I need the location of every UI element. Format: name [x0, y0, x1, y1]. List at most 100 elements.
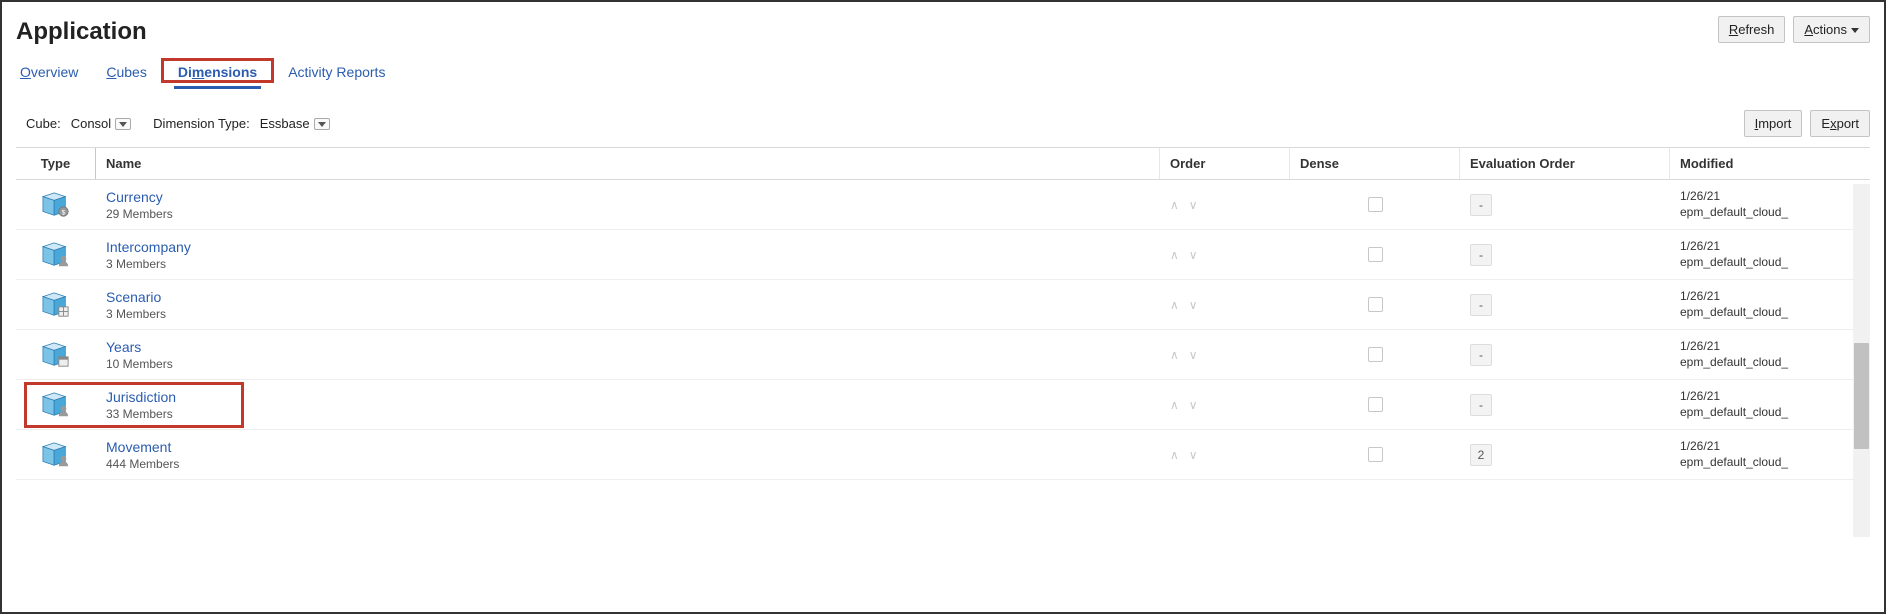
cell-dense — [1290, 341, 1460, 368]
eval-order-value[interactable]: 2 — [1470, 444, 1492, 466]
table-row: $Currency29 Members∧∨-1/26/21epm_default… — [16, 180, 1870, 230]
move-down-icon[interactable]: ∨ — [1189, 298, 1198, 312]
eval-order-value[interactable]: - — [1470, 394, 1492, 416]
filters: Cube: Consol Dimension Type: Essbase — [26, 114, 334, 133]
tabs-bar: Overview Cubes Dimensions Activity Reports — [2, 58, 1884, 96]
sub-toolbar: Cube: Consol Dimension Type: Essbase Imp… — [2, 96, 1884, 147]
page-title: Application — [16, 18, 147, 46]
cell-type — [16, 435, 96, 475]
dimtype-value: Essbase — [260, 116, 310, 131]
eval-order-value[interactable]: - — [1470, 194, 1492, 216]
import-export-actions: Import Export — [1744, 110, 1870, 137]
cube-dropdown[interactable]: Consol — [67, 114, 135, 133]
export-button[interactable]: Export — [1810, 110, 1870, 137]
eval-order-value[interactable]: - — [1470, 344, 1492, 366]
modified-by: epm_default_cloud_ — [1680, 405, 1860, 421]
import-button[interactable]: Import — [1744, 110, 1803, 137]
tab-dimensions: Dimensions — [161, 58, 274, 83]
cell-eval: - — [1460, 238, 1670, 272]
modified-date: 1/26/21 — [1680, 339, 1860, 355]
dimensions-table: Type Name Order Dense Evaluation Order M… — [16, 147, 1870, 537]
members-count: 3 Members — [106, 307, 1150, 321]
application-frame: Application Refresh Actions Overview Cube… — [0, 0, 1886, 614]
dimtype-label: Dimension Type: — [153, 116, 250, 131]
move-up-icon[interactable]: ∧ — [1170, 448, 1179, 462]
table-header-row: Type Name Order Dense Evaluation Order M… — [16, 148, 1870, 180]
tab-overview[interactable]: Overview — [16, 58, 82, 86]
tab-cubes[interactable]: Cubes — [102, 58, 150, 86]
cube-icon — [41, 241, 71, 269]
modified-by: epm_default_cloud_ — [1680, 455, 1860, 471]
scrollbar-track[interactable] — [1853, 184, 1870, 537]
move-down-icon[interactable]: ∨ — [1189, 348, 1198, 362]
cell-modified: 1/26/21epm_default_cloud_ — [1670, 283, 1870, 326]
move-down-icon[interactable]: ∨ — [1189, 198, 1198, 212]
cell-name: Currency29 Members — [96, 183, 1160, 227]
dimension-link[interactable]: Jurisdiction — [106, 389, 1150, 405]
table-body[interactable]: $Currency29 Members∧∨-1/26/21epm_default… — [16, 180, 1870, 535]
modified-date: 1/26/21 — [1680, 239, 1860, 255]
table-row: Years10 Members∧∨-1/26/21epm_default_clo… — [16, 330, 1870, 380]
cube-icon: $ — [41, 191, 71, 219]
cell-modified: 1/26/21epm_default_cloud_ — [1670, 233, 1870, 276]
dimension-link[interactable]: Movement — [106, 439, 1150, 455]
tab-activity-reports[interactable]: Activity Reports — [284, 58, 389, 86]
dense-checkbox[interactable] — [1368, 297, 1383, 312]
tab-dimensions-inner[interactable]: Dimensions — [174, 58, 261, 89]
dense-checkbox[interactable] — [1368, 197, 1383, 212]
cell-order: ∧∨ — [1160, 292, 1290, 318]
cell-dense — [1290, 291, 1460, 318]
dense-checkbox[interactable] — [1368, 447, 1383, 462]
refresh-button[interactable]: Refresh — [1718, 16, 1786, 43]
modified-by: epm_default_cloud_ — [1680, 255, 1860, 271]
modified-date: 1/26/21 — [1680, 439, 1860, 455]
move-up-icon[interactable]: ∧ — [1170, 248, 1179, 262]
cell-dense — [1290, 441, 1460, 468]
cell-name: Years 10 Members — [96, 333, 1160, 377]
move-down-icon[interactable]: ∨ — [1189, 248, 1198, 262]
cell-eval: - — [1460, 288, 1670, 322]
members-count: 3 Members — [106, 257, 1150, 271]
cell-dense — [1290, 391, 1460, 418]
dimension-link[interactable]: Intercompany — [106, 239, 1150, 255]
move-up-icon[interactable]: ∧ — [1170, 298, 1179, 312]
dense-checkbox[interactable] — [1368, 397, 1383, 412]
dimension-link[interactable]: Years — [106, 339, 1150, 355]
col-name: Name — [96, 148, 1160, 179]
cell-order: ∧∨ — [1160, 392, 1290, 418]
modified-date: 1/26/21 — [1680, 189, 1860, 205]
col-eval: Evaluation Order — [1460, 148, 1670, 179]
move-up-icon[interactable]: ∧ — [1170, 348, 1179, 362]
cell-order: ∧∨ — [1160, 342, 1290, 368]
cell-eval: - — [1460, 338, 1670, 372]
move-up-icon[interactable]: ∧ — [1170, 198, 1179, 212]
cell-eval: - — [1460, 388, 1670, 422]
cell-type — [16, 285, 96, 325]
move-down-icon[interactable]: ∨ — [1189, 398, 1198, 412]
eval-order-value[interactable]: - — [1470, 244, 1492, 266]
col-type: Type — [16, 148, 96, 179]
cell-name: Movement444 Members — [96, 433, 1160, 477]
cube-label: Cube: — [26, 116, 61, 131]
modified-by: epm_default_cloud_ — [1680, 305, 1860, 321]
members-count: 10 Members — [106, 357, 1150, 371]
cell-eval: 2 — [1460, 438, 1670, 472]
cube-icon — [41, 391, 71, 419]
toolbar-right: Refresh Actions — [1718, 16, 1870, 43]
cell-type — [16, 235, 96, 275]
actions-button[interactable]: Actions — [1793, 16, 1870, 43]
cell-name: Scenario 3 Members — [96, 283, 1160, 327]
dimension-link[interactable]: Scenario — [106, 289, 1150, 305]
move-up-icon[interactable]: ∧ — [1170, 398, 1179, 412]
table-row: Scenario3 Members∧∨-1/26/21epm_default_c… — [16, 280, 1870, 330]
scrollbar-thumb[interactable] — [1854, 343, 1869, 449]
dense-checkbox[interactable] — [1368, 347, 1383, 362]
eval-order-value[interactable]: - — [1470, 294, 1492, 316]
move-down-icon[interactable]: ∨ — [1189, 448, 1198, 462]
dimension-link[interactable]: Currency — [106, 189, 1150, 205]
cell-modified: 1/26/21epm_default_cloud_ — [1670, 433, 1870, 476]
col-modified: Modified — [1670, 148, 1870, 179]
dense-checkbox[interactable] — [1368, 247, 1383, 262]
dimtype-dropdown[interactable]: Essbase — [256, 114, 334, 133]
cell-name: Intercompany 3 Members — [96, 233, 1160, 277]
